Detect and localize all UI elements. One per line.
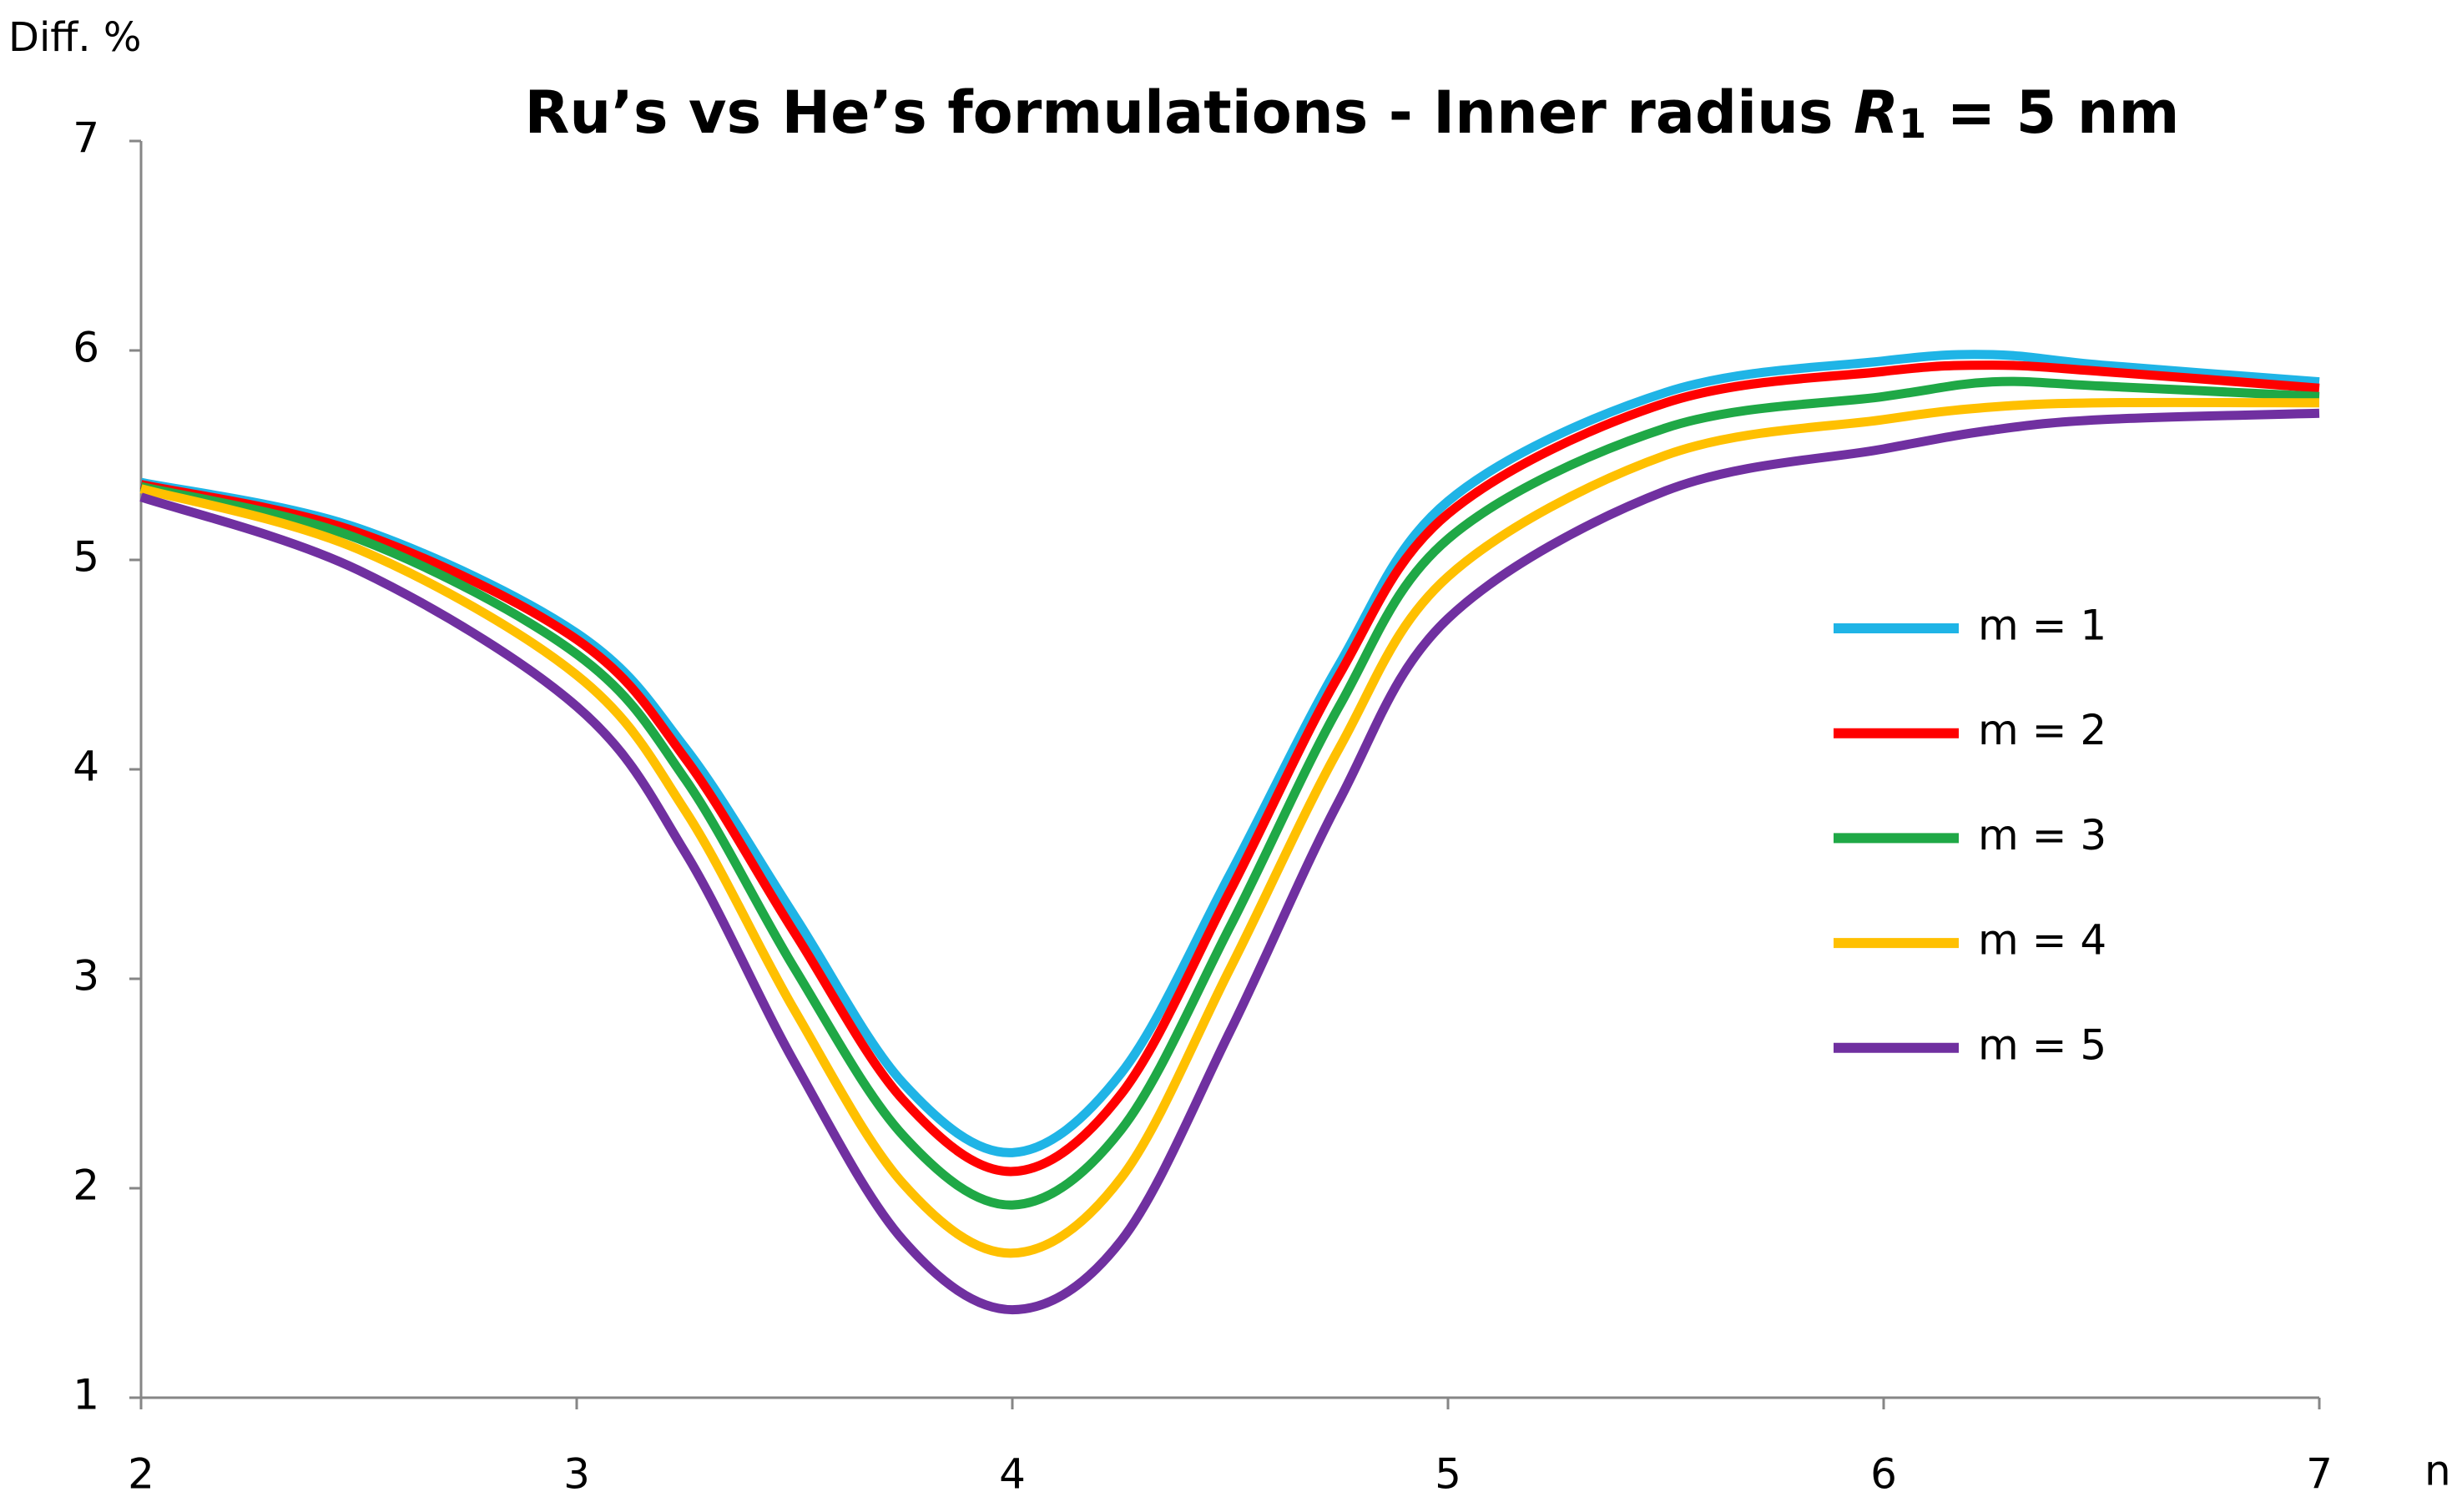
- y-tick-label: 2: [73, 1162, 99, 1210]
- x-tick-label: 7: [2306, 1450, 2333, 1499]
- title-part: 1: [1899, 101, 1926, 148]
- y-tick-label: 7: [73, 114, 99, 163]
- legend-label: m = 3: [1978, 811, 2106, 859]
- x-axis-label: n: [2424, 1447, 2451, 1495]
- x-tick-label: 5: [1435, 1450, 1461, 1499]
- x-tick-label: 3: [563, 1450, 590, 1499]
- legend-label: m = 1: [1978, 602, 2106, 650]
- y-tick-label: 3: [73, 952, 99, 1000]
- series-line: [139, 350, 2320, 1157]
- chart-title: Ru’s vs He’s formulations - Inner radius…: [525, 78, 2180, 148]
- y-tick-label: 6: [73, 324, 99, 372]
- x-tick-label: 6: [1870, 1450, 1897, 1499]
- series-line: [139, 360, 2320, 1177]
- series-line: [139, 408, 2320, 1315]
- series-line: [139, 376, 2320, 1210]
- y-tick-label: 4: [73, 743, 99, 791]
- y-axis-label: Diff. %: [8, 14, 142, 61]
- series-line: [139, 397, 2320, 1258]
- y-tick-label: 1: [73, 1371, 99, 1419]
- title-part: R: [1854, 78, 1899, 147]
- x-tick-label: 2: [128, 1450, 154, 1499]
- x-tick-label: 4: [999, 1450, 1026, 1499]
- y-tick-label: 5: [73, 533, 99, 582]
- title-part: Ru’s vs He’s formulations - Inner radius: [525, 78, 1854, 147]
- legend-label: m = 4: [1978, 916, 2106, 965]
- legend-label: m = 2: [1978, 706, 2106, 754]
- legend-label: m = 5: [1978, 1021, 2106, 1069]
- title-part: = 5 nm: [1926, 78, 2179, 147]
